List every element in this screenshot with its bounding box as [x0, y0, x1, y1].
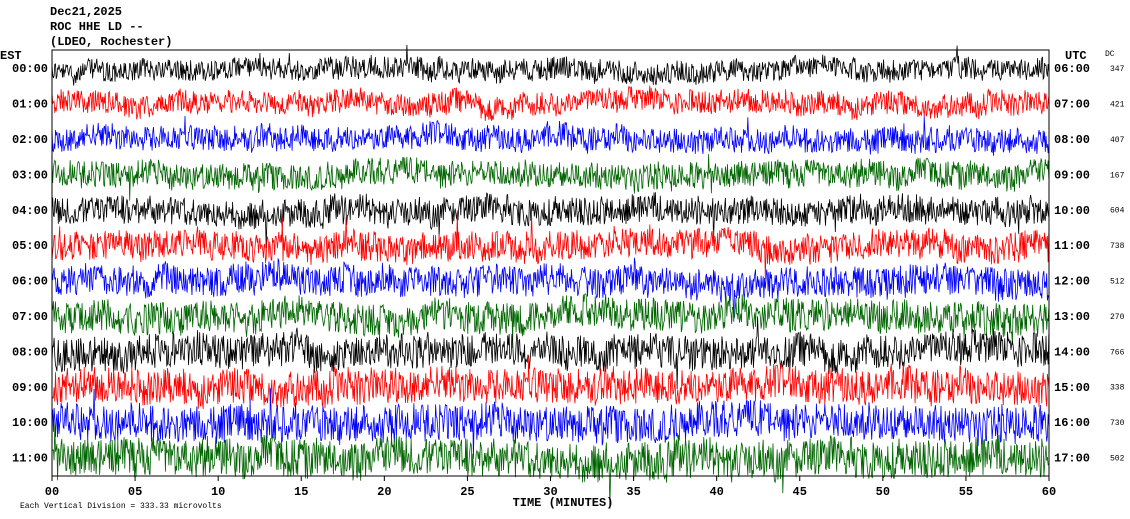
est-label: 02:00 — [12, 133, 48, 147]
x-tick-label: 20 — [377, 485, 391, 499]
est-label: 04:00 — [12, 204, 48, 218]
est-label: 10:00 — [12, 416, 48, 430]
trace — [51, 388, 1050, 459]
dc-value: 502 — [1110, 455, 1125, 464]
utc-label: 16:00 — [1054, 416, 1090, 430]
x-tick-label: 45 — [793, 485, 807, 499]
x-tick-label: 00 — [45, 485, 59, 499]
dc-value: 407 — [1110, 136, 1125, 145]
dc-value: 604 — [1110, 207, 1125, 216]
right-axis-title: UTC — [1065, 49, 1087, 63]
est-label: 00:00 — [12, 62, 48, 76]
utc-label: 07:00 — [1054, 98, 1090, 112]
trace — [51, 423, 1049, 509]
x-tick-label: 15 — [294, 485, 308, 499]
trace — [51, 192, 1050, 248]
est-label: 09:00 — [12, 381, 48, 395]
x-tick-label: 35 — [626, 485, 640, 499]
trace — [51, 115, 1050, 156]
dc-title: DC — [1105, 50, 1115, 59]
x-tick-label: 30 — [543, 485, 557, 499]
station: ROC HHE LD -- — [50, 20, 144, 34]
x-tick-label: 55 — [959, 485, 973, 499]
dc-value: 167 — [1110, 171, 1125, 180]
x-tick-label: 50 — [876, 485, 890, 499]
est-label: 05:00 — [12, 239, 48, 253]
trace — [51, 316, 1050, 390]
dc-value: 270 — [1110, 313, 1125, 322]
utc-label: 14:00 — [1054, 345, 1090, 359]
utc-label: 09:00 — [1054, 168, 1090, 182]
utc-label: 10:00 — [1054, 204, 1090, 218]
dc-value: 347 — [1110, 65, 1125, 74]
dc-value: 738 — [1110, 242, 1125, 251]
x-tick-label: 40 — [709, 485, 723, 499]
dc-value: 512 — [1110, 278, 1125, 287]
left-axis-title: EST — [0, 49, 22, 63]
dc-value: 766 — [1110, 348, 1125, 357]
x-tick-label: 10 — [211, 485, 225, 499]
x-tick-label: 25 — [460, 485, 474, 499]
x-tick-label: 60 — [1042, 485, 1056, 499]
est-label: 03:00 — [12, 168, 48, 182]
est-label: 11:00 — [12, 452, 48, 466]
trace — [51, 210, 1050, 280]
dc-value: 338 — [1110, 384, 1125, 393]
x-tick-label: 05 — [128, 485, 142, 499]
utc-label: 13:00 — [1054, 310, 1090, 324]
utc-label: 12:00 — [1054, 275, 1090, 289]
location: (LDEO, Rochester) — [50, 35, 172, 49]
trace — [51, 257, 1050, 322]
trace — [51, 355, 1050, 410]
x-axis-title: TIME (MINUTES) — [513, 496, 614, 510]
est-label: 06:00 — [12, 275, 48, 289]
est-label: 07:00 — [12, 310, 48, 324]
date: Dec21,2025 — [50, 5, 122, 19]
trace — [51, 44, 1050, 86]
utc-label: 17:00 — [1054, 452, 1090, 466]
trace — [51, 292, 1050, 349]
est-label: 01:00 — [12, 98, 48, 112]
utc-label: 15:00 — [1054, 381, 1090, 395]
trace — [51, 85, 1050, 121]
utc-label: 08:00 — [1054, 133, 1090, 147]
trace — [51, 154, 1050, 201]
est-label: 08:00 — [12, 345, 48, 359]
scale-note: Each Vertical Division = 333.33 microvol… — [20, 502, 222, 511]
utc-label: 11:00 — [1054, 239, 1090, 253]
dc-value: 730 — [1110, 419, 1125, 428]
utc-label: 06:00 — [1054, 62, 1090, 76]
traces — [51, 44, 1050, 509]
dc-value: 421 — [1110, 101, 1125, 110]
